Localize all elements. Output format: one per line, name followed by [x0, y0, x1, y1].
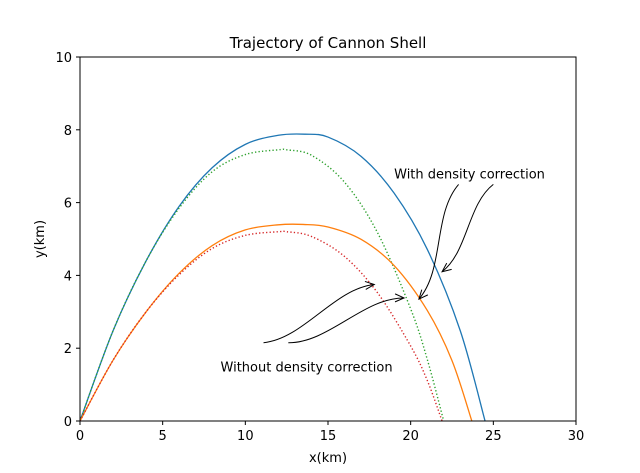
y-tick-label: 0 [64, 415, 72, 430]
annotation-arrowhead-2-2 [394, 293, 406, 303]
series-layer [80, 133, 486, 421]
series-line-2 [80, 148, 445, 421]
x-tick-label: 25 [485, 429, 502, 444]
x-tick-label: 5 [159, 429, 167, 444]
y-tick-label: 8 [64, 124, 72, 139]
x-axis: 0 5 10 15 20 25 30 [76, 421, 584, 444]
x-axis-label: x(km) [309, 451, 347, 466]
x-tick-label: 15 [320, 429, 337, 444]
series-line-3 [80, 223, 473, 421]
y-tick-label: 2 [64, 342, 72, 357]
annotation-arrow-1-1 [418, 184, 459, 300]
annotation-arrowhead-2-1 [364, 280, 376, 290]
y-tick-label: 4 [64, 269, 72, 284]
y-axis-label: y(km) [33, 220, 48, 258]
annotation-arrow-2-1 [263, 284, 375, 344]
annotation-arrowhead-1-2 [441, 262, 452, 273]
annotation-text-2: Without density correction [221, 360, 393, 375]
y-tick-label: 10 [55, 51, 72, 66]
x-tick-label: 20 [402, 429, 419, 444]
x-tick-label: 30 [568, 429, 585, 444]
annotation-arrow-1-2 [441, 184, 494, 273]
chart-title: Trajectory of Cannon Shell [229, 34, 427, 52]
y-tick-label: 6 [64, 197, 72, 212]
series-line-1 [80, 133, 486, 421]
y-axis: 0 2 4 6 8 10 [55, 51, 80, 430]
x-tick-label: 0 [76, 429, 84, 444]
annotation-arrowhead-1-1 [418, 289, 429, 300]
annotation-text-1: With density correction [394, 167, 545, 182]
annotation-layer: With density correction Without density c… [221, 167, 545, 375]
x-tick-label: 10 [237, 429, 254, 444]
annotation-arrow-2-2 [288, 297, 405, 344]
